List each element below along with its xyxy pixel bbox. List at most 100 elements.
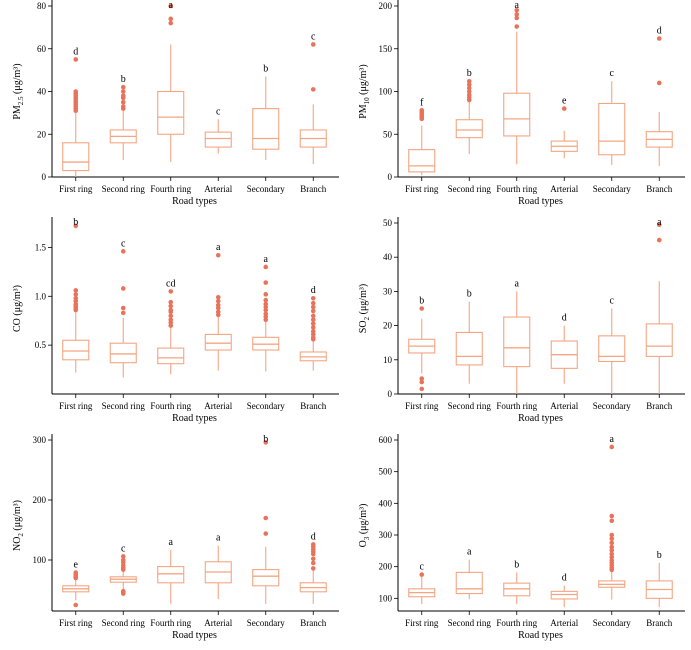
box-group-1: b: [109, 74, 137, 160]
outlier-point: [310, 300, 316, 306]
outlier-point: [609, 554, 615, 560]
outlier-point: [466, 85, 472, 91]
y-axis-title-unit: (μg/m³): [358, 64, 369, 97]
x-axis-title: Road types: [518, 630, 563, 641]
x-axis-title: Road types: [172, 630, 217, 641]
box-group-4: b: [252, 434, 280, 604]
y-axis-title-subscript: 10: [363, 97, 371, 105]
outlier-point: [310, 560, 316, 566]
box-group-3: e: [550, 96, 578, 159]
outlier-point: [419, 572, 425, 577]
outlier-point: [310, 87, 316, 92]
y-tick-label: 500: [379, 467, 393, 477]
panel-pm10: 0 50 100 150 200 PM10 (μg/m³) f First ring b Seco…: [346, 0, 691, 216]
y-tick-label: 40: [37, 87, 47, 97]
y-tick-label: 100: [379, 87, 393, 97]
panel-so2: 0 10 20 30 40 50 SO2 (μg/m³) b First ring b Second…: [346, 217, 691, 433]
x-tick-label: Fourth ring: [150, 184, 191, 194]
outlier-point: [609, 513, 615, 519]
box-group-0: c: [408, 562, 436, 605]
x-tick-label: Fourth ring: [150, 618, 191, 628]
box-iqr: [62, 339, 90, 361]
outlier-point: [263, 264, 269, 270]
box-iqr: [62, 142, 90, 172]
box-iqr: [598, 335, 626, 363]
outlier-point: [263, 292, 269, 297]
outlier-point: [120, 588, 126, 594]
y-tick-label: 80: [37, 1, 47, 11]
box-iqr: [408, 149, 436, 173]
box-group-3: c: [204, 106, 232, 154]
x-tick-label: First ring: [59, 184, 93, 194]
outlier-point: [73, 288, 79, 293]
y-axis-title-unit: (μg/m³): [358, 504, 369, 537]
outlier-point: [310, 317, 316, 323]
outlier-point: [168, 313, 174, 319]
y-axis-title: CO (μg/m³): [12, 285, 23, 332]
panel-pm25: 0 20 40 60 80 PM2.5 (μg/m³) d First ring b Second…: [0, 0, 345, 216]
x-tick-label: Secondary: [247, 184, 285, 194]
y-tick-label: 1.0: [35, 291, 47, 301]
x-tick-label: Arterial: [204, 401, 232, 411]
outlier-point: [419, 386, 425, 392]
box-group-4: a: [598, 434, 626, 600]
significance-letter: a: [515, 278, 520, 289]
x-tick-label: Branch: [300, 618, 326, 628]
outlier-point: [73, 295, 79, 301]
outlier-point: [609, 518, 615, 524]
chart-o3: 100 200 300 400 500 600 O3 (μg/m³) c First ring a…: [358, 434, 685, 641]
panel-no2: 100 200 300 NO2 (μg/m³) e First ring c Second r…: [0, 434, 345, 650]
x-tick-label: Secondary: [593, 618, 631, 628]
box-iqr: [645, 323, 673, 357]
outlier-point: [263, 531, 269, 536]
box-group-3: d: [550, 573, 578, 608]
y-tick-label: 100: [33, 555, 47, 565]
y-axis-title: O3 (μg/m³): [358, 504, 371, 548]
panel-co: 0.5 1.0 1.5 CO (μg/m³) b First ring c Second ri…: [0, 217, 345, 433]
y-tick-label: 20: [37, 129, 47, 139]
y-tick-label: 100: [379, 593, 393, 603]
x-tick-label: Arterial: [550, 184, 578, 194]
outlier-point: [215, 294, 221, 300]
box-group-4: c: [598, 68, 626, 166]
box-iqr: [455, 571, 483, 595]
significance-letter: d: [311, 531, 316, 542]
significance-letter: a: [515, 0, 520, 11]
outlier-point: [215, 302, 221, 308]
significance-letter: a: [657, 217, 662, 228]
box-group-2: a: [157, 537, 185, 604]
y-tick-label: 40: [383, 252, 393, 262]
outlier-point: [215, 298, 221, 304]
outlier-point: [168, 289, 174, 294]
significance-letter: a: [264, 254, 269, 265]
chart-no2: 100 200 300 NO2 (μg/m³) e First ring c Second r…: [12, 434, 339, 641]
outlier-point: [310, 566, 316, 571]
box-group-2: a: [503, 0, 531, 165]
chart-so2: 0 10 20 30 40 50 SO2 (μg/m³) b First ring b Second…: [358, 217, 685, 424]
outlier-point: [310, 295, 316, 301]
significance-letter: a: [169, 0, 174, 11]
chart-co: 0.5 1.0 1.5 CO (μg/m³) b First ring c Second ri…: [12, 217, 339, 424]
box-group-5: d: [299, 531, 327, 604]
y-axis-title-main: O: [358, 540, 369, 547]
y-tick-label: 600: [379, 435, 393, 445]
outlier-point: [168, 299, 174, 305]
y-tick-label: 400: [379, 498, 393, 508]
outlier-point: [215, 252, 221, 258]
outlier-point: [609, 536, 615, 542]
x-tick-label: Fourth ring: [496, 401, 537, 411]
outlier-point: [168, 307, 174, 313]
significance-letter: a: [169, 537, 174, 548]
significance-letter: b: [121, 74, 126, 85]
box-iqr: [252, 108, 280, 150]
outlier-point: [656, 222, 662, 228]
box-group-2: b: [503, 559, 531, 605]
x-tick-label: Secondary: [593, 184, 631, 194]
y-axis-title: SO2 (μg/m³): [358, 284, 371, 333]
outlier-point: [168, 20, 174, 26]
outlier-point: [561, 106, 567, 111]
y-tick-label: 50: [383, 218, 393, 228]
outlier-point: [609, 540, 615, 546]
outlier-point: [263, 280, 269, 285]
box-group-0: b: [62, 217, 90, 373]
